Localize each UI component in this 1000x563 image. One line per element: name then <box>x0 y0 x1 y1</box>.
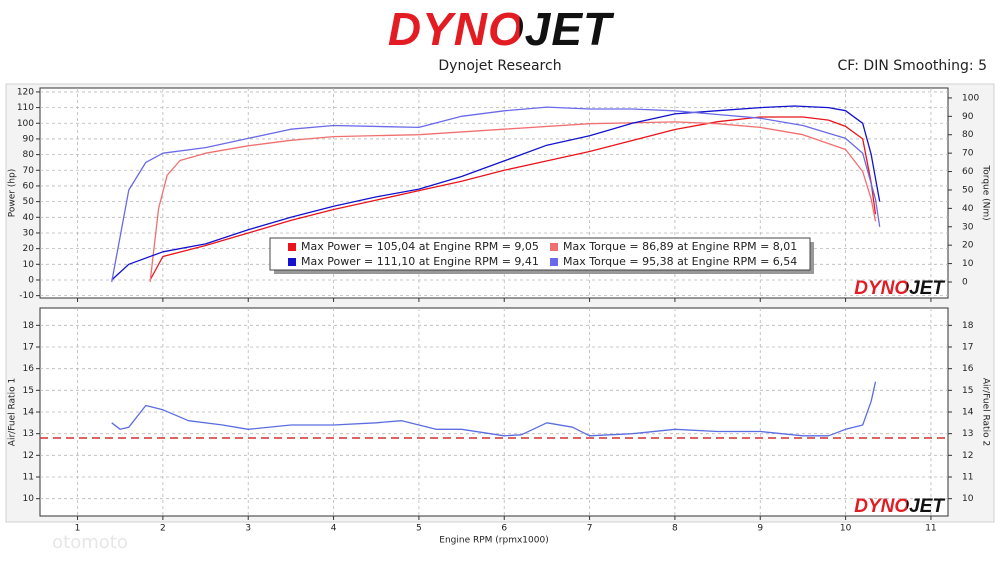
y-tick-label: 18 <box>23 321 35 331</box>
y-tick-label: 15 <box>23 386 34 396</box>
y2-tick-label: 16 <box>962 364 974 374</box>
y2-axis-label: Air/Fuel Ratio 2 <box>981 378 991 446</box>
y-tick-label: 20 <box>23 244 35 254</box>
y2-tick-label: 20 <box>962 241 974 251</box>
x-tick-label: 8 <box>672 524 678 534</box>
y2-tick-label: 30 <box>962 222 974 232</box>
series-line <box>111 106 881 283</box>
y2-tick-label: 17 <box>962 343 973 353</box>
y2-tick-label: 70 <box>962 149 974 159</box>
y-tick-label: 60 <box>23 181 35 191</box>
y-tick-label: 70 <box>23 166 35 176</box>
x-tick-label: 3 <box>245 524 251 534</box>
y2-tick-label: 14 <box>962 408 974 418</box>
y2-tick-label: 15 <box>962 386 973 396</box>
y-tick-label: 16 <box>23 364 35 374</box>
y2-tick-label: 10 <box>962 259 974 269</box>
y2-tick-label: 12 <box>962 451 973 461</box>
x-tick-label: 7 <box>587 524 593 534</box>
x-tick-label: 10 <box>840 524 852 534</box>
y2-tick-label: 10 <box>962 494 974 504</box>
y2-tick-label: 80 <box>962 130 974 140</box>
y2-tick-label: 40 <box>962 204 974 214</box>
legend <box>269 237 811 271</box>
series-line <box>149 121 877 283</box>
x-tick-label: 11 <box>925 524 936 534</box>
y2-tick-label: 11 <box>962 473 973 483</box>
legend-swatch <box>288 258 296 266</box>
x-tick-label: 4 <box>331 524 337 534</box>
y2-tick-label: 18 <box>962 321 974 331</box>
y-axis-label: Air/Fuel Ratio 1 <box>8 378 18 446</box>
x-tick-label: 9 <box>757 524 763 534</box>
y-tick-label: 17 <box>23 343 34 353</box>
y-tick-label: 0 <box>28 275 34 285</box>
watermark: otomoto <box>52 532 128 553</box>
y-tick-label: 11 <box>23 473 34 483</box>
x-tick-label: 2 <box>160 524 166 534</box>
y-tick-label: 13 <box>23 429 34 439</box>
legend-label: Max Power = 105,04 at Engine RPM = 9,05 <box>301 240 539 253</box>
legend-label: Max Power = 111,10 at Engine RPM = 9,41 <box>301 255 539 268</box>
y-tick-label: 12 <box>23 451 34 461</box>
y-tick-label: 50 <box>23 197 35 207</box>
y-tick-label: 80 <box>23 150 35 160</box>
y2-tick-label: 90 <box>962 112 974 122</box>
series-line <box>149 116 877 281</box>
y2-tick-label: 60 <box>962 167 974 177</box>
legend-label: Max Torque = 95,38 at Engine RPM = 6,54 <box>563 255 797 268</box>
y-tick-label: 120 <box>17 87 34 97</box>
logo: DYNOJET <box>388 3 615 55</box>
legend-swatch <box>288 243 296 251</box>
settings: CF: DIN Smoothing: 5 <box>838 58 987 74</box>
y2-tick-label: 0 <box>962 277 968 287</box>
y2-tick-label: 50 <box>962 185 974 195</box>
y2-tick-label: 100 <box>962 93 979 103</box>
plot-watermark: DYNOJET <box>854 278 945 299</box>
plot-watermark: DYNOJET <box>854 496 945 517</box>
company: Dynojet Research <box>438 58 561 74</box>
x-tick-label: 1 <box>75 524 81 534</box>
legend-swatch <box>550 243 558 251</box>
y-tick-label: 110 <box>17 103 34 113</box>
plot-area <box>39 307 949 517</box>
y-tick-label: 10 <box>23 260 35 270</box>
y-tick-label: 14 <box>23 408 35 418</box>
series-line <box>111 105 881 281</box>
x-tick-label: 6 <box>501 524 507 534</box>
x-tick-label: 5 <box>416 524 422 534</box>
x-axis-label: Engine RPM (rpmx1000) <box>439 536 548 546</box>
y2-axis-label: Torque (Nm) <box>981 164 991 220</box>
y-axis-label: Power (hp) <box>8 169 18 218</box>
y-tick-label: 40 <box>23 213 35 223</box>
legend-label: Max Torque = 86,89 at Engine RPM = 8,01 <box>563 240 797 253</box>
legend-swatch <box>550 258 558 266</box>
y-tick-label: 10 <box>23 494 35 504</box>
y-tick-label: 100 <box>17 119 34 129</box>
y2-tick-label: 13 <box>962 429 973 439</box>
series-line <box>111 381 877 437</box>
y-tick-label: 90 <box>23 134 35 144</box>
y-tick-label: -10 <box>19 291 34 301</box>
y-tick-label: 30 <box>23 228 35 238</box>
